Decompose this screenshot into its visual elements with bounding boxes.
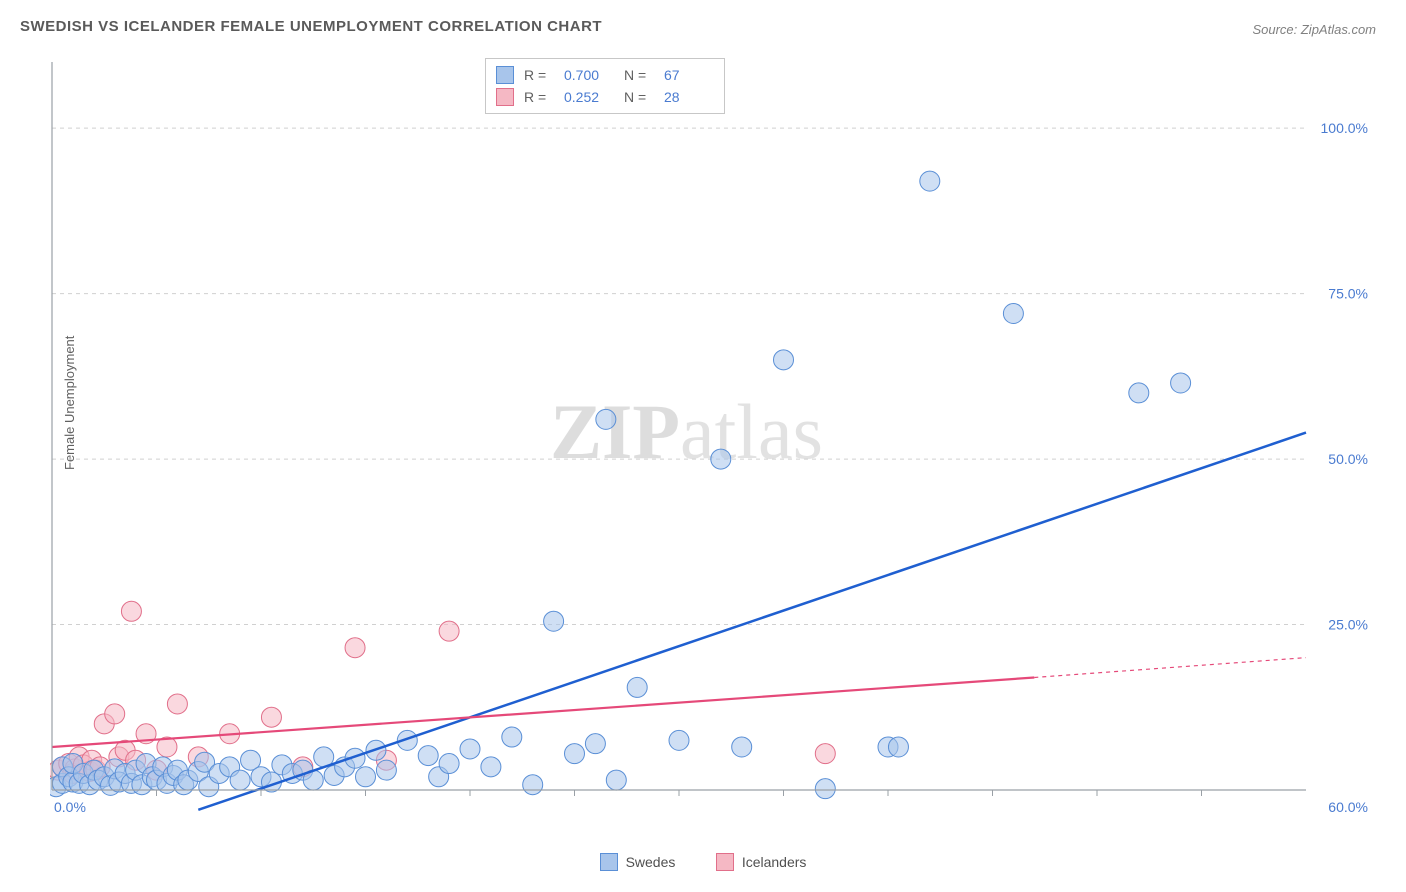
data-point-swedes bbox=[565, 744, 585, 764]
n-value: 28 bbox=[664, 86, 714, 108]
n-value: 67 bbox=[664, 64, 714, 86]
icelanders-swatch-icon bbox=[716, 853, 734, 871]
r-label: R = bbox=[524, 64, 554, 86]
data-point-swedes bbox=[627, 677, 647, 697]
data-point-swedes bbox=[774, 350, 794, 370]
data-point-swedes bbox=[544, 611, 564, 631]
data-point-swedes bbox=[481, 757, 501, 777]
swedes-swatch-icon bbox=[496, 66, 514, 84]
stats-row-icelanders: R = 0.252 N = 28 bbox=[496, 86, 714, 108]
data-point-icelanders bbox=[345, 638, 365, 658]
data-point-icelanders bbox=[261, 707, 281, 727]
data-point-swedes bbox=[1129, 383, 1149, 403]
svg-text:ZIPatlas: ZIPatlas bbox=[550, 388, 823, 475]
data-point-swedes bbox=[502, 727, 522, 747]
legend-item-swedes: Swedes bbox=[600, 853, 676, 871]
trend-line-swedes bbox=[198, 433, 1306, 810]
legend-item-icelanders: Icelanders bbox=[716, 853, 807, 871]
r-value: 0.252 bbox=[564, 86, 614, 108]
data-point-swedes bbox=[888, 737, 908, 757]
data-point-swedes bbox=[815, 779, 835, 799]
svg-text:25.0%: 25.0% bbox=[1328, 617, 1368, 633]
data-point-swedes bbox=[1003, 303, 1023, 323]
chart-area: Female Unemployment 25.0%50.0%75.0%100.0… bbox=[50, 50, 1376, 820]
scatter-plot: 25.0% 50.0% 75.0% 100.0% ZIPatlas 0.0% 60.0% bbox=[50, 50, 1376, 820]
data-point-swedes bbox=[606, 770, 626, 790]
data-point-swedes bbox=[711, 449, 731, 469]
stats-box: R = 0.700 N = 67 R = 0.252 N = 28 bbox=[485, 58, 725, 114]
n-label: N = bbox=[624, 86, 654, 108]
data-point-icelanders bbox=[815, 744, 835, 764]
data-point-icelanders bbox=[167, 694, 187, 714]
data-point-swedes bbox=[439, 754, 459, 774]
data-point-swedes bbox=[418, 746, 438, 766]
trend-line-icelanders-extrapolated bbox=[1034, 658, 1306, 678]
icelanders-swatch-icon bbox=[496, 88, 514, 106]
chart-title: SWEDISH VS ICELANDER FEMALE UNEMPLOYMENT… bbox=[20, 18, 602, 35]
r-value: 0.700 bbox=[564, 64, 614, 86]
data-point-swedes bbox=[356, 767, 376, 787]
swedes-swatch-icon bbox=[600, 853, 618, 871]
legend-label: Swedes bbox=[626, 854, 676, 870]
data-point-swedes bbox=[523, 775, 543, 795]
data-point-icelanders bbox=[121, 601, 141, 621]
svg-text:50.0%: 50.0% bbox=[1328, 451, 1368, 467]
data-point-swedes bbox=[460, 739, 480, 759]
svg-text:100.0%: 100.0% bbox=[1321, 120, 1368, 136]
r-label: R = bbox=[524, 86, 554, 108]
svg-text:60.0%: 60.0% bbox=[1328, 799, 1368, 815]
data-point-swedes bbox=[376, 760, 396, 780]
data-point-swedes bbox=[230, 770, 250, 790]
data-point-swedes bbox=[596, 409, 616, 429]
data-point-icelanders bbox=[439, 621, 459, 641]
data-point-swedes bbox=[585, 734, 605, 754]
legend-label: Icelanders bbox=[742, 854, 807, 870]
data-point-icelanders bbox=[105, 704, 125, 724]
n-label: N = bbox=[624, 64, 654, 86]
data-point-swedes bbox=[669, 730, 689, 750]
legend: Swedes Icelanders bbox=[0, 853, 1406, 876]
data-point-swedes bbox=[1171, 373, 1191, 393]
data-point-swedes bbox=[732, 737, 752, 757]
stats-row-swedes: R = 0.700 N = 67 bbox=[496, 64, 714, 86]
svg-text:75.0%: 75.0% bbox=[1328, 286, 1368, 302]
source-attribution: Source: ZipAtlas.com bbox=[1252, 22, 1376, 37]
data-point-swedes bbox=[920, 171, 940, 191]
svg-text:0.0%: 0.0% bbox=[54, 799, 86, 815]
